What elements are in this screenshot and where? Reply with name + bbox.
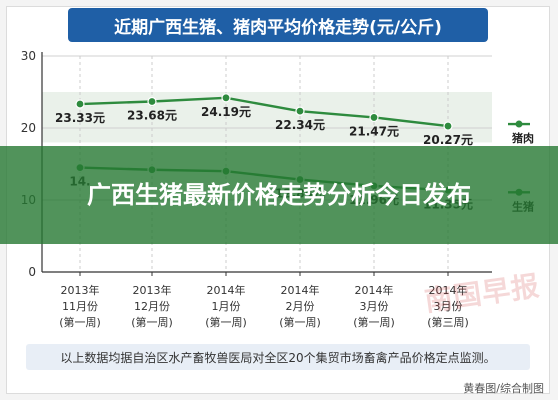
x-tick-label: 2013年 bbox=[133, 283, 172, 297]
x-tick-label: (第一周) bbox=[59, 315, 101, 329]
data-label: 23.68元 bbox=[127, 109, 177, 123]
x-tick-label: (第一周) bbox=[131, 315, 173, 329]
data-point bbox=[443, 121, 453, 131]
chart-footnote: 以上数据均据自治区水产畜牧兽医局对全区20个集贸市场畜禽产品价格定点监测。 bbox=[26, 344, 530, 370]
x-tick-label: 2月份 bbox=[286, 300, 315, 313]
data-label: 24.19元 bbox=[201, 105, 251, 119]
x-tick-label: 3月份 bbox=[360, 300, 389, 313]
data-label: 21.47元 bbox=[349, 124, 399, 138]
headline-text: 广西生猪最新价格走势分析今日发布 bbox=[87, 181, 471, 209]
y-tick-label: 30 bbox=[21, 49, 36, 63]
x-tick-label: (第一周) bbox=[205, 315, 247, 329]
x-tick-label: 2014年 bbox=[429, 283, 468, 297]
series-line-pork bbox=[79, 96, 449, 128]
x-tick-label: 3月份 bbox=[434, 300, 463, 313]
data-label: 22.34元 bbox=[275, 118, 325, 132]
y-tick-label: 20 bbox=[21, 121, 36, 135]
data-point bbox=[75, 99, 85, 109]
legend-label: 猪肉 bbox=[511, 131, 534, 145]
data-label: 23.33元 bbox=[55, 111, 105, 125]
x-tick-label: 11月份 bbox=[62, 300, 98, 313]
x-tick-label: (第一周) bbox=[353, 315, 395, 329]
chart-credit: 黄春图/综合制图 bbox=[463, 382, 544, 395]
x-tick-label: 2014年 bbox=[207, 283, 246, 297]
axis-layer: 01020302013年11月份(第一周)2013年12月份(第一周)2014年… bbox=[21, 49, 492, 329]
x-tick-label: (第一周) bbox=[279, 315, 321, 329]
x-tick-label: 2014年 bbox=[281, 283, 320, 297]
chart-title: 近期广西生猪、猪肉平均价格走势(元/公斤) bbox=[68, 8, 488, 42]
y-tick-label: 0 bbox=[28, 265, 36, 279]
x-tick-label: (第三周) bbox=[427, 315, 469, 329]
data-point bbox=[147, 96, 157, 107]
x-tick-label: 2013年 bbox=[61, 283, 100, 297]
legend-marker bbox=[515, 120, 523, 128]
data-label: 20.27元 bbox=[423, 133, 473, 147]
pork-band bbox=[42, 92, 492, 143]
headline-banner: 广西生猪最新价格走势分析今日发布 bbox=[0, 146, 558, 244]
data-point bbox=[295, 106, 305, 116]
data-point bbox=[369, 112, 379, 123]
x-tick-label: 1月份 bbox=[212, 300, 241, 313]
x-tick-label: 2014年 bbox=[355, 283, 394, 297]
data-point bbox=[221, 93, 231, 103]
x-tick-label: 12月份 bbox=[134, 300, 170, 313]
